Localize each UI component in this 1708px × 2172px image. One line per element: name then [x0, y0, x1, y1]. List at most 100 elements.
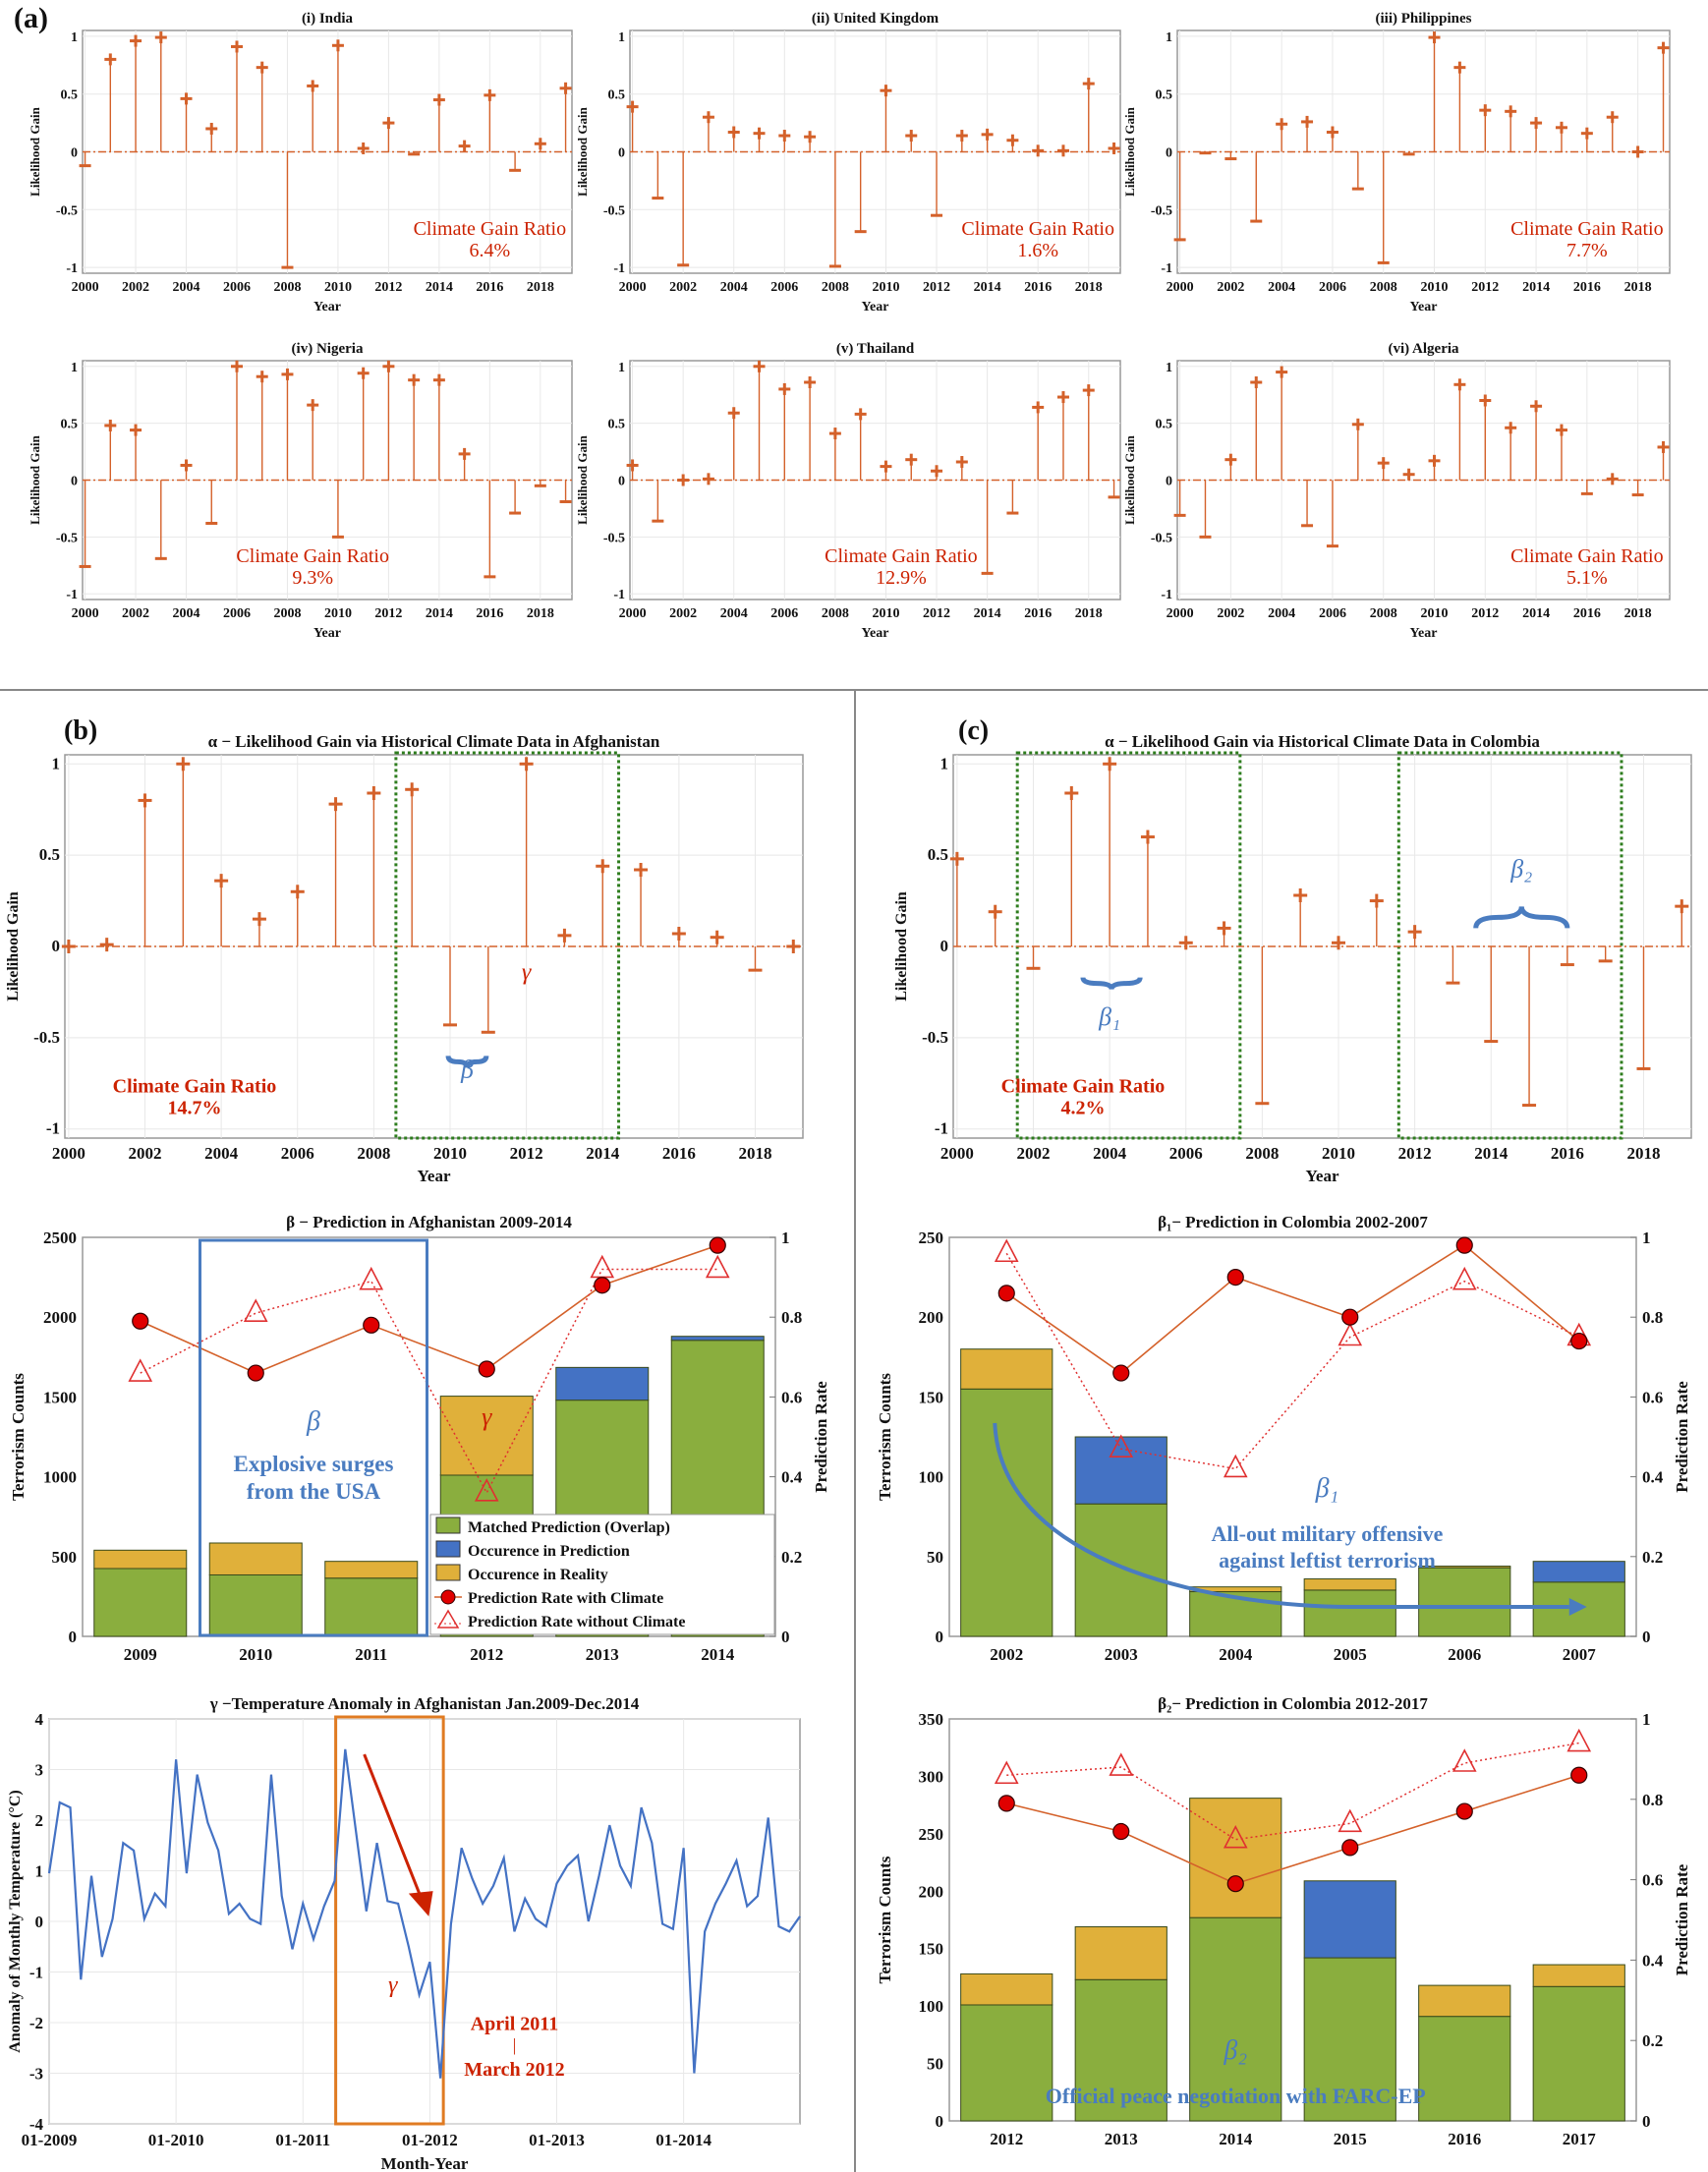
y2-tick-label: 0.6 — [1642, 1388, 1663, 1406]
legend-label: Prediction Rate with Climate — [468, 1590, 663, 1607]
y-tick-label: 0.5 — [608, 88, 626, 103]
x-tick-label: 2008 — [273, 280, 301, 295]
x-tick-label: 2008 — [1370, 606, 1397, 621]
annotation-text: All-out military offensive — [1212, 1521, 1444, 1546]
y-tick-label: 0 — [936, 2112, 944, 2131]
x-tick-label: 2008 — [273, 606, 301, 621]
y-tick-label: 1 — [1166, 361, 1172, 375]
rate-without-climate-point — [1452, 1266, 1477, 1290]
x-tick-label: 2000 — [72, 280, 99, 295]
bar-matched — [1532, 1985, 1625, 2122]
climate-gain-ratio-value: 7.7% — [1566, 240, 1608, 261]
rate-with-climate-line — [1006, 1774, 1579, 1885]
x-tick-label: 2004 — [720, 280, 748, 295]
x-tick-label: 2016 — [1448, 2130, 1481, 2148]
y-tick-label: 150 — [919, 1940, 944, 1959]
period-separator: | — [513, 2034, 517, 2054]
x-tick-label: 2004 — [173, 280, 200, 295]
x-axis-label: Year — [862, 626, 889, 641]
y-tick-label: 0.5 — [61, 88, 79, 103]
y2-axis-label: Prediction Rate — [1673, 1381, 1691, 1493]
decline-arrow — [993, 1422, 1569, 1609]
y2-tick-label: 0.8 — [781, 1308, 802, 1327]
x-tick-label: 2004 — [1268, 280, 1295, 295]
stem-chart-7: -1 -0.5 0 0.5 1 2000 2002 2004 2006 2008 2010 2012 2… — [893, 732, 1692, 1185]
y2-tick-label: 1 — [781, 1229, 790, 1247]
bar-matched — [960, 1388, 1053, 1637]
stem-chart-0: -1 -0.5 0 0.5 1 2000 2002 2004 2006 2008 2010 2012 2… — [28, 11, 573, 314]
rate-with-climate-point — [363, 1316, 380, 1334]
y-tick-label: 250 — [919, 1229, 944, 1247]
climate-gain-ratio-label: Climate Gain Ratio — [825, 545, 978, 567]
climate-gain-ratio-label: Climate Gain Ratio — [414, 218, 567, 240]
rate-without-climate-line — [140, 1268, 718, 1495]
drop-arrow — [363, 1753, 424, 1900]
x-tick-label: 2014 — [1219, 2130, 1253, 2148]
x-tick-label: 2018 — [1075, 280, 1103, 295]
y-tick-label: -1 — [1161, 588, 1172, 602]
beta1-marker: β₁ — [1315, 1473, 1339, 1504]
y-tick-label: -1 — [935, 1119, 948, 1138]
y-tick-label: -1 — [613, 588, 625, 602]
y2-tick-label: 0.2 — [1642, 2031, 1663, 2050]
x-tick-label: 2013 — [1105, 2130, 1138, 2148]
x-tick-label: 2018 — [527, 280, 554, 295]
climate-gain-ratio-label: Climate Gain Ratio — [961, 218, 1114, 240]
y-tick-label: -0.5 — [33, 1028, 60, 1047]
y2-tick-label: 0.4 — [781, 1468, 803, 1487]
bar-reality — [960, 1972, 1053, 2006]
y2-tick-label: 1 — [1642, 1229, 1651, 1247]
x-tick-label: 2000 — [1167, 280, 1194, 295]
bar-prediction — [1532, 1561, 1625, 1583]
bar-prediction — [1074, 1436, 1167, 1505]
y-tick-label: 50 — [927, 1548, 943, 1567]
period-end-label: March 2012 — [464, 2059, 564, 2081]
x-tick-label: 2002 — [129, 1144, 162, 1163]
x-tick-label: 2014 — [1474, 1144, 1509, 1163]
y-tick-label: 200 — [919, 1308, 944, 1327]
rate-with-climate-point — [1570, 1332, 1588, 1350]
bar-matched — [93, 1568, 188, 1637]
x-tick-label: 2000 — [940, 1144, 974, 1163]
y-tick-label: 0 — [940, 937, 949, 955]
y-tick-label: -3 — [29, 2065, 43, 2084]
x-tick-label: 2014 — [426, 280, 453, 295]
stem-chart-6: -1 -0.5 0 0.5 1 2000 2002 2004 2006 2008 2010 2012 2… — [5, 732, 804, 1185]
y-tick-label: 100 — [919, 1468, 944, 1487]
y-tick-label: -4 — [29, 2115, 44, 2134]
chart-title: (vi) Algeria — [1388, 341, 1459, 357]
y2-tick-label: 0.8 — [1642, 1791, 1663, 1809]
rate-with-climate-point — [709, 1236, 726, 1254]
y-tick-label: 350 — [919, 1710, 944, 1729]
climate-gain-ratio-label: Climate Gain Ratio — [113, 1076, 277, 1098]
chart-title: α − Likelihood Gain via Historical Clima… — [208, 732, 660, 751]
x-tick-label: 2012 — [374, 606, 402, 621]
beta2-marker: β₂ — [1509, 854, 1532, 883]
panel-label-a: (a) — [14, 2, 48, 34]
x-tick-label: 2002 — [1017, 1144, 1051, 1163]
rate-without-climate-point — [994, 1238, 1019, 1263]
y-axis-label: Likelihood Gain — [893, 891, 910, 1001]
climate-gain-ratio-value: 12.9% — [876, 567, 927, 589]
x-axis-label: Year — [418, 1167, 451, 1185]
y2-tick-label: 0 — [1642, 1628, 1651, 1646]
highlight-box — [1396, 751, 1623, 1140]
rate-with-climate-point — [1570, 1766, 1588, 1784]
arrow-head — [408, 1891, 433, 1916]
y2-tick-label: 0.6 — [1642, 1871, 1663, 1890]
rate-with-climate-point — [132, 1312, 149, 1330]
y-tick-label: 1 — [618, 361, 625, 375]
x-tick-label: 01-2012 — [402, 2131, 458, 2149]
bar-reality — [324, 1561, 419, 1579]
y-axis-label: Likelihood Gain — [5, 891, 22, 1001]
x-tick-label: 2014 — [586, 1144, 620, 1163]
stem-chart-5: -1 -0.5 0 0.5 1 2000 2002 2004 2006 2008 2010 2012 2… — [1122, 341, 1671, 641]
y-tick-label: 1 — [35, 1862, 44, 1881]
x-tick-label: 2014 — [426, 606, 453, 621]
y-axis-label: Likelihood Gain — [575, 434, 590, 524]
x-tick-label: 2016 — [1024, 280, 1052, 295]
rate-with-climate-point — [1226, 1875, 1244, 1893]
x-tick-label: 2010 — [872, 606, 899, 621]
x-tick-label: 2010 — [872, 280, 899, 295]
